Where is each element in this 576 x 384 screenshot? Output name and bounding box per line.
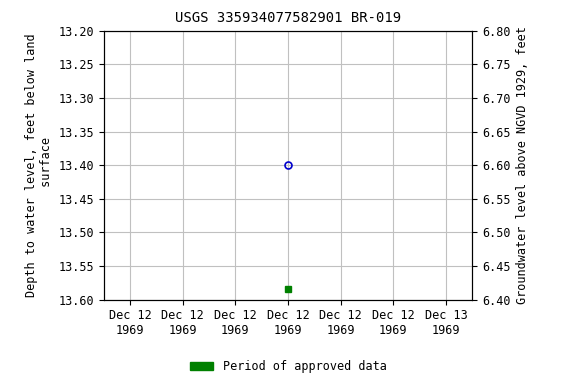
Legend: Period of approved data: Period of approved data xyxy=(185,356,391,378)
Title: USGS 335934077582901 BR-019: USGS 335934077582901 BR-019 xyxy=(175,12,401,25)
Y-axis label: Depth to water level, feet below land
 surface: Depth to water level, feet below land su… xyxy=(25,33,53,297)
Y-axis label: Groundwater level above NGVD 1929, feet: Groundwater level above NGVD 1929, feet xyxy=(516,26,529,304)
